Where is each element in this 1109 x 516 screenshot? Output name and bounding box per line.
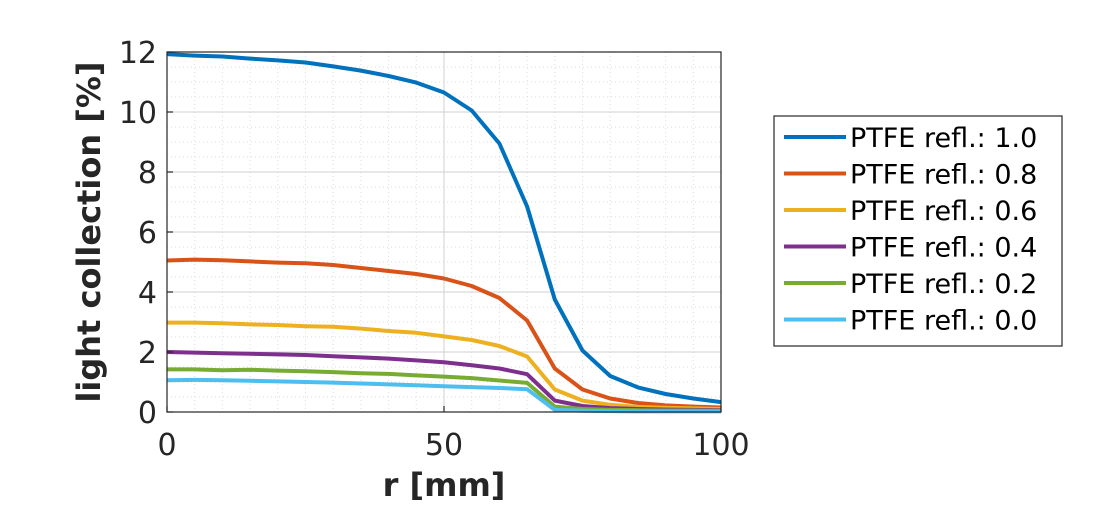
y-tick-label: 12	[119, 36, 157, 71]
legend-label: PTFE refl.: 0.6	[850, 196, 1037, 227]
x-tick-label: 100	[692, 428, 749, 463]
legend-label: PTFE refl.: 0.2	[850, 269, 1037, 300]
series-lines	[166, 52, 722, 414]
y-tick-label: 6	[138, 216, 157, 251]
series-line	[167, 320, 722, 411]
y-tick-label: 2	[138, 336, 157, 371]
x-tick-label: 50	[425, 428, 463, 463]
legend-label: PTFE refl.: 1.0	[850, 123, 1037, 154]
y-axis-title: light collection [%]	[70, 61, 108, 402]
series-line	[166, 257, 722, 410]
legend-box	[773, 115, 1063, 347]
y-tick-label: 0	[138, 396, 157, 431]
y-axis-ticks: 0 2 4 6 8 10 12	[119, 36, 173, 431]
legend-label: PTFE refl.: 0.8	[850, 160, 1037, 191]
series-line	[166, 377, 721, 414]
x-axis-title: r [mm]	[383, 466, 506, 504]
y-tick-label: 4	[138, 276, 157, 311]
legend-label: PTFE refl.: 0.0	[850, 306, 1037, 337]
y-tick-label: 8	[138, 156, 157, 191]
legend: PTFE refl.: 1.0 PTFE refl.: 0.8 PTFE refl.…	[773, 115, 1063, 347]
series-line	[166, 52, 722, 405]
x-tick-label: 0	[157, 428, 176, 463]
x-axis-ticks: 0 50 100	[157, 406, 750, 463]
y-tick-label: 10	[119, 96, 157, 131]
legend-label: PTFE refl.: 0.4	[850, 233, 1037, 264]
major-grid	[166, 51, 722, 413]
